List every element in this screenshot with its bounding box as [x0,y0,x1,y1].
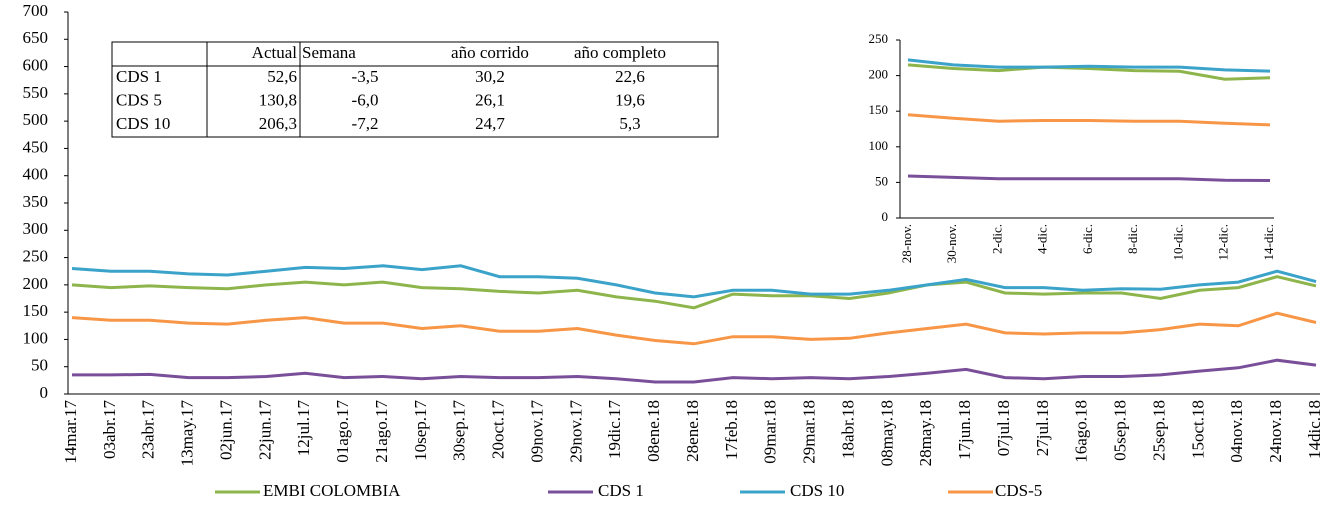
x-tick-label: 12jul.17 [294,400,313,457]
y-tick-label: 0 [882,209,889,224]
y-tick-label: 250 [869,31,889,46]
x-tick-label: 8-dic. [1125,224,1140,254]
y-tick-label: 250 [23,246,49,265]
x-tick-label: 08ene.18 [644,400,663,462]
legend-label: CDS-5 [995,481,1042,500]
table-cell: 30,2 [475,67,505,86]
x-tick-label: 30sep.17 [450,400,469,461]
legend-label: EMBI COLOMBIA [263,481,401,500]
x-tick-label: 04nov.18 [1227,400,1246,463]
x-tick-label: 14mar.17 [61,400,80,464]
series-line [907,58,1271,73]
table-cell: 22,6 [615,67,645,86]
x-tick-label: 03abr.17 [100,400,119,460]
x-tick-label: 10sep.17 [411,400,430,461]
x-tick-label: 22jun.17 [255,400,274,460]
series-line [907,63,1271,81]
table-cell: 26,1 [475,90,505,109]
table-cell: 5,3 [619,114,640,133]
y-tick-label: 700 [23,1,49,20]
x-tick-label: 29nov.17 [566,400,585,463]
x-tick-label: 30-nov. [944,224,959,263]
table-cell: -6,0 [352,90,379,109]
y-tick-label: 300 [23,219,49,238]
table-cell: 130,8 [259,90,297,109]
y-tick-label: 450 [23,137,49,156]
table-cell: 206,3 [259,114,297,133]
table-cell: CDS 5 [116,90,162,109]
y-tick-label: 100 [869,138,889,153]
legend-label: CDS 10 [790,481,844,500]
y-tick-label: 50 [875,173,888,188]
series-line [71,264,1317,299]
legend-label: CDS 1 [598,481,644,500]
x-tick-label: 29mar.18 [800,400,819,464]
table-cell: CDS 10 [116,114,170,133]
series-line [71,311,1317,346]
x-tick-label: 09mar.18 [761,400,780,464]
x-tick-label: 18abr.18 [838,400,857,459]
table-header: año completo [574,43,666,62]
y-tick-label: 550 [23,83,49,102]
x-tick-label: 4-dic. [1035,224,1050,254]
x-tick-label: 28ene.18 [683,400,702,462]
table-cell: 19,6 [615,90,645,109]
y-tick-label: 50 [31,356,48,375]
table-header: año corrido [451,43,529,62]
x-tick-label: 09nov.17 [527,400,546,463]
x-tick-label: 21ago.17 [372,400,391,463]
table-cell: CDS 1 [116,67,162,86]
y-tick-label: 0 [40,383,49,402]
x-tick-label: 14-dic. [1261,224,1276,260]
x-tick-label: 12-dic. [1216,224,1231,260]
table-cell: -7,2 [352,114,379,133]
x-tick-label: 10-dic. [1170,224,1185,260]
y-tick-label: 350 [23,192,49,211]
x-tick-label: 15oct.18 [1188,400,1207,459]
x-tick-label: 08may.18 [877,400,896,466]
table-cell: -3,5 [352,67,379,86]
x-tick-label: 01ago.17 [333,400,352,463]
x-tick-label: 02jun.17 [216,400,235,460]
series-line [907,174,1271,182]
y-tick-label: 600 [23,55,49,74]
y-tick-label: 150 [23,301,49,320]
x-tick-label: 13may.17 [178,400,197,467]
x-tick-label: 25sep.18 [1149,400,1168,461]
x-tick-label: 6-dic. [1080,224,1095,254]
y-tick-label: 500 [23,110,49,129]
x-tick-label: 14dic.18 [1305,400,1324,459]
x-tick-label: 28may.18 [916,400,935,466]
x-tick-label: 07jul.18 [994,400,1013,456]
table-header: Semana [302,43,356,62]
table-cell: 24,7 [475,114,505,133]
x-tick-label: 16ago.18 [1072,400,1091,463]
table-box [111,41,719,138]
series-line [71,275,1317,310]
x-tick-label: 24nov.18 [1266,400,1285,463]
y-tick-label: 400 [23,165,49,184]
x-tick-label: 19dic.17 [605,400,624,460]
x-tick-label: 17jun.18 [955,400,974,460]
x-tick-label: 05sep.18 [1111,400,1130,461]
table-header: Actual [252,43,298,62]
y-tick-label: 650 [23,28,49,47]
y-tick-label: 200 [23,274,49,293]
series-line [72,358,1317,384]
x-tick-label: 20oct.17 [489,400,508,460]
series-line [907,113,1271,127]
x-tick-label: 28-nov. [899,224,914,263]
x-tick-label: 27jul.18 [1033,400,1052,456]
x-tick-label: 17feb.18 [722,400,741,460]
y-tick-label: 150 [869,102,889,117]
y-tick-label: 200 [869,67,889,82]
x-tick-label: 2-dic. [989,224,1004,254]
x-tick-label: 23abr.17 [139,400,158,460]
table-cell: 52,6 [267,67,297,86]
y-tick-label: 100 [23,328,49,347]
